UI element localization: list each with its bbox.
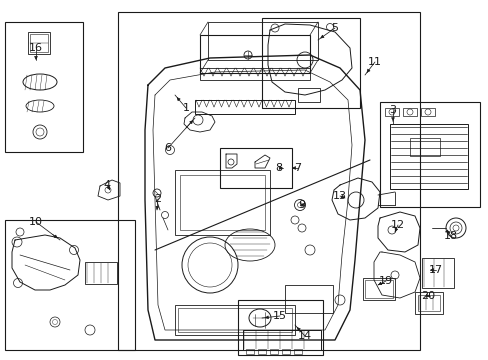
Text: 3: 3	[389, 105, 396, 115]
Bar	[402, 108, 416, 116]
Bar	[362, 278, 394, 300]
Text: 18: 18	[443, 231, 457, 241]
Bar	[30, 34, 48, 52]
Bar	[409, 138, 439, 156]
Text: 15: 15	[272, 311, 286, 321]
Text: 5: 5	[331, 23, 338, 33]
Text: 20: 20	[420, 291, 434, 301]
Bar	[417, 295, 439, 311]
Text: 17: 17	[428, 265, 442, 275]
Text: 16: 16	[29, 43, 43, 53]
Text: 4: 4	[103, 180, 110, 190]
Bar	[379, 102, 479, 207]
Text: 10: 10	[29, 217, 43, 227]
Text: 8: 8	[275, 163, 282, 173]
Bar	[414, 292, 442, 314]
Text: 19: 19	[378, 276, 392, 286]
Bar	[238, 300, 323, 355]
Bar	[207, 22, 317, 60]
Bar	[420, 108, 434, 116]
Bar	[258, 349, 265, 354]
Bar	[200, 68, 309, 80]
Bar	[243, 330, 320, 350]
Bar	[200, 35, 309, 73]
Bar	[364, 280, 392, 298]
Text: 12: 12	[390, 220, 404, 230]
Bar	[5, 220, 135, 350]
Text: 9: 9	[298, 200, 305, 210]
Bar	[245, 349, 253, 354]
Bar	[285, 285, 332, 313]
Bar	[178, 308, 291, 332]
Bar	[421, 258, 453, 288]
Text: 7: 7	[294, 163, 301, 173]
Text: 1: 1	[182, 103, 189, 113]
Bar	[5, 22, 83, 152]
Bar	[297, 88, 319, 102]
Bar	[118, 12, 419, 350]
Bar	[293, 349, 302, 354]
Bar	[85, 262, 117, 284]
Text: 14: 14	[297, 331, 311, 341]
Bar	[262, 18, 359, 108]
Text: 11: 11	[367, 57, 381, 67]
Bar	[282, 349, 289, 354]
Text: 13: 13	[332, 191, 346, 201]
Text: 6: 6	[164, 143, 171, 153]
Bar	[384, 108, 398, 116]
Bar	[269, 349, 278, 354]
Bar	[28, 32, 50, 54]
Bar	[175, 170, 269, 235]
Bar	[195, 100, 294, 114]
Bar	[389, 124, 467, 189]
Bar	[175, 305, 294, 335]
Text: 2: 2	[154, 194, 161, 204]
Bar	[180, 175, 264, 230]
Bar	[220, 148, 291, 188]
